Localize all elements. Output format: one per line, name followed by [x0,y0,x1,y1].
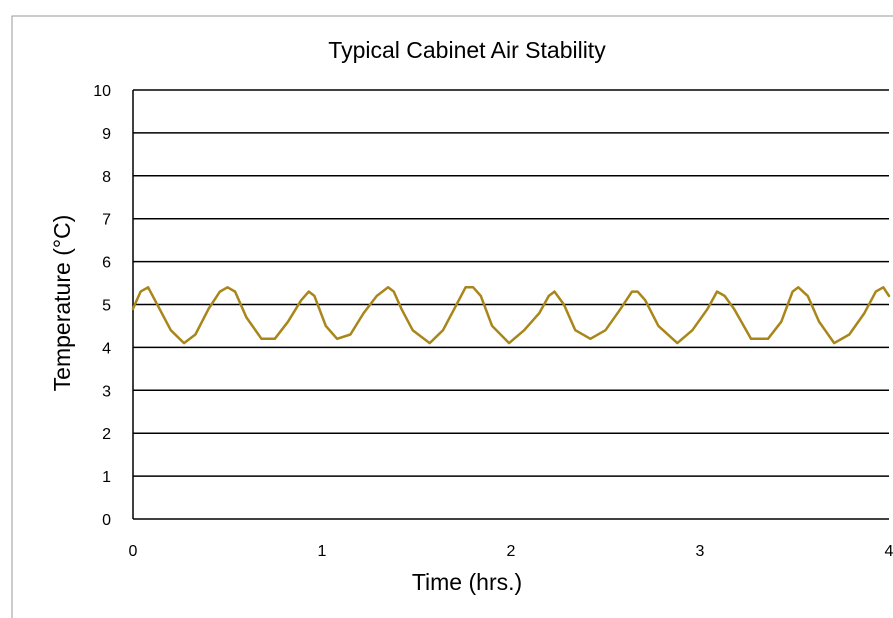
data-point [538,312,541,314]
grid-layer [132,89,889,520]
data-point [260,338,263,340]
data-point [132,307,134,310]
data-point [833,342,835,344]
data-point [324,325,327,327]
y-tick-label: 5 [102,298,111,315]
data-point [797,286,800,289]
data-point [194,333,197,336]
data-point [723,295,726,297]
x-tick-label: 3 [696,543,705,560]
data-point [491,325,493,327]
data-point [428,342,431,344]
y-tick-label: 8 [102,169,111,186]
data-point [400,307,403,310]
data-point [882,286,885,289]
chart-border [11,15,893,618]
data-point [848,333,851,336]
data-point [733,307,735,310]
data-point [139,290,142,293]
data-point [273,338,276,340]
data-point [508,342,510,344]
data-point [170,329,172,332]
data-point [631,290,633,293]
y-axis-label: Temperature (°C) [49,215,75,392]
data-point [147,286,149,289]
data-point [453,307,456,310]
data-point [313,295,316,297]
data-point [644,299,646,302]
data-point [767,338,769,340]
data-point [479,295,482,297]
data-point [548,295,550,297]
y-tick-label: 6 [102,255,111,272]
data-point [442,329,444,332]
data-point [716,290,718,293]
y-tick-labels: 0 1 2 3 4 5 6 7 8 9 10 [93,83,111,529]
data-point [472,286,475,289]
data-point [183,342,185,344]
x-axis-label: Time (hrs.) [412,569,522,595]
data-point [234,290,236,293]
y-tick-label: 9 [102,126,111,143]
y-tick-label: 2 [102,426,111,443]
data-point [791,290,794,293]
data-point [563,303,565,306]
data-point [888,295,890,297]
y-tick-label: 1 [102,469,111,486]
data-point [806,295,809,297]
y-tick-label: 7 [102,212,111,229]
data-point [300,299,303,302]
data-point [207,307,210,310]
data-point [574,329,577,332]
data-point [336,338,338,340]
data-point [691,329,694,332]
data-point [362,312,365,314]
data-point [750,338,752,340]
data-point [706,307,709,310]
y-tick-label: 3 [102,383,111,400]
data-point [818,320,820,323]
x-tick-label: 0 [129,543,138,560]
data-point [287,320,289,323]
data-point [657,325,660,327]
x-tick-label: 2 [507,543,516,560]
data-point [245,316,248,319]
data-point [619,307,622,310]
data-point [553,290,556,293]
y-tick-label: 10 [93,83,111,100]
data-point [387,286,389,289]
data-point [376,295,378,297]
data-point [589,338,592,340]
y-tick-label: 0 [102,512,111,529]
chart-title: Typical Cabinet Air Stability [328,37,606,63]
data-point [604,329,607,332]
data-point [676,342,679,344]
data-point [863,312,866,314]
data-point [523,329,526,332]
data-point [219,290,221,293]
data-point [158,307,161,310]
data-point [349,333,352,336]
data-point [226,286,229,289]
series-layer [131,286,891,345]
data-point [307,290,310,293]
data-point [464,286,467,289]
data-point [636,290,639,293]
data-point [780,320,783,323]
x-tick-label: 4 [885,543,893,560]
data-point [874,290,877,293]
x-tick-labels: 0 1 2 3 4 [129,543,893,560]
data-point [393,290,395,293]
y-tick-label: 4 [102,340,111,357]
data-point [411,329,414,332]
x-tick-label: 1 [318,543,327,560]
